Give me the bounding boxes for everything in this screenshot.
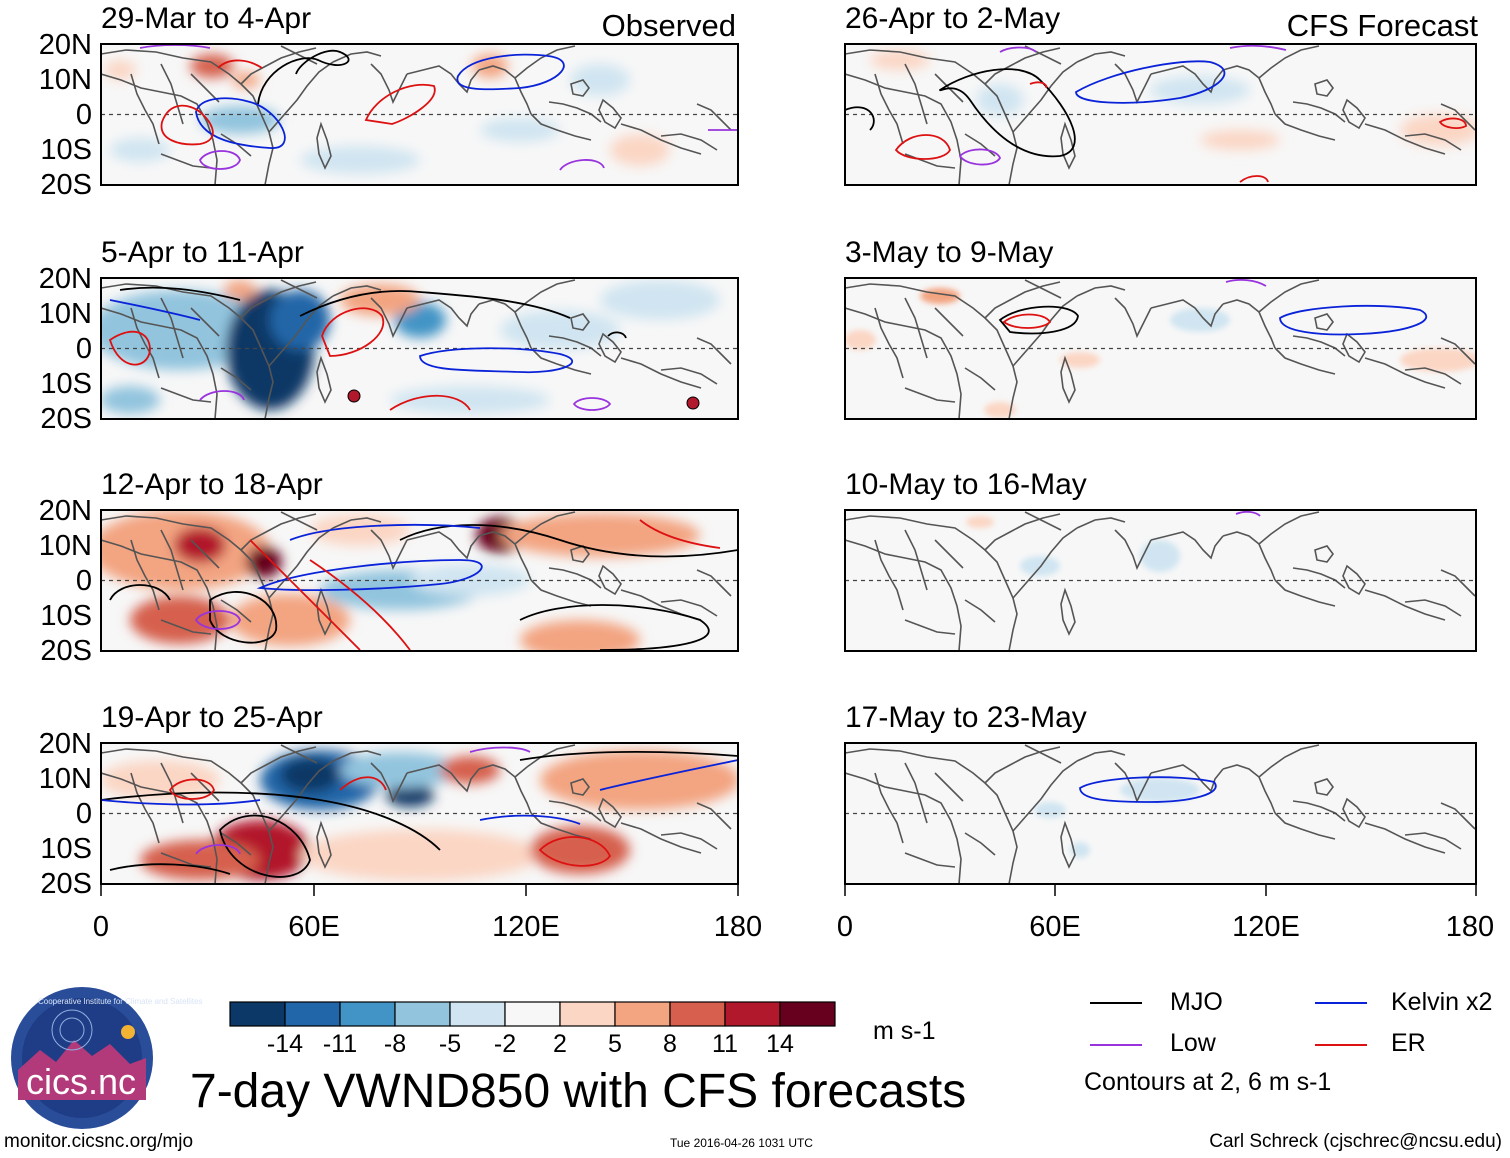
- colorbar-tick-label: -14: [266, 1030, 304, 1058]
- observed-panel-4-title: 19-Apr to 25-Apr: [101, 701, 323, 734]
- lat-label: 10S: [40, 134, 92, 166]
- lat-label: 20N: [38, 728, 92, 760]
- colorbar-tick-label: 11: [712, 1030, 738, 1058]
- footer-author: Carl Schreck (cjschrec@ncsu.edu): [1209, 1131, 1502, 1152]
- lat-label: 10N: [38, 64, 92, 96]
- colorbar-tick-label: 14: [766, 1030, 794, 1058]
- colorbar-swatch: [339, 1001, 396, 1027]
- forecast-panel-2-title: 3-May to 9-May: [845, 236, 1054, 269]
- colorbar-swatch: [724, 1001, 781, 1027]
- lat-label: 10S: [40, 600, 92, 632]
- legend-mjo-line: [1090, 1002, 1142, 1004]
- logo-text: cics.nc: [26, 1061, 137, 1102]
- observed-map-2: [100, 277, 739, 420]
- main-title: 7-day VWND850 with CFS forecasts: [190, 1065, 967, 1118]
- lat-label: 20N: [38, 29, 92, 61]
- observed-map-3: [100, 509, 739, 652]
- colorbar-tick-label: -2: [493, 1030, 517, 1058]
- colorbar-swatch: [559, 1001, 616, 1027]
- lat-label: 10N: [38, 763, 92, 795]
- lat-label: 20N: [38, 263, 92, 295]
- footer-url[interactable]: monitor.cicsnc.org/mjo: [4, 1131, 194, 1152]
- lat-label: 0: [75, 565, 92, 597]
- colorbar-swatch: [284, 1001, 341, 1027]
- legend-er-line: [1315, 1044, 1367, 1046]
- colorbar-swatch: [779, 1001, 836, 1027]
- colorbar-swatch: [614, 1001, 671, 1027]
- colorbar: [229, 1001, 836, 1027]
- forecast-map-1: [844, 43, 1477, 186]
- observed-column-label: Observed: [601, 8, 736, 43]
- lat-label: 0: [75, 798, 92, 830]
- lon-label-right-180: 180: [1445, 911, 1495, 943]
- legend-kelvin-label: Kelvin x2: [1391, 988, 1493, 1016]
- lon-label-left-120e: 120E: [492, 911, 560, 943]
- colorbar-swatch: [449, 1001, 506, 1027]
- lat-label: 20S: [40, 635, 92, 667]
- legend-kelvin-line: [1315, 1002, 1367, 1004]
- lon-label-left-0: 0: [92, 911, 110, 943]
- colorbar-tick-label: -8: [383, 1030, 407, 1058]
- observed-map-1: [100, 43, 739, 186]
- colorbar-tick-label: 8: [663, 1030, 677, 1058]
- colorbar-tick-label: 5: [608, 1030, 622, 1058]
- lat-label: 0: [75, 333, 92, 365]
- lon-label-left-180: 180: [713, 911, 763, 943]
- lat-label: 20N: [38, 495, 92, 527]
- observed-panel-1-title: 29-Mar to 4-Apr: [101, 2, 312, 35]
- lon-label-right-0: 0: [836, 911, 854, 943]
- colorbar-swatch: [669, 1001, 726, 1027]
- colorbar-swatch: [394, 1001, 451, 1027]
- lon-label-left-60e: 60E: [288, 911, 340, 943]
- colorbar-tick-label: -11: [322, 1030, 358, 1058]
- colorbar-tick-label: -5: [438, 1030, 462, 1058]
- lon-label-right-120e: 120E: [1232, 911, 1300, 943]
- legend-er-label: ER: [1391, 1029, 1426, 1057]
- footer-timestamp: Tue 2016-04-26 1031 UTC: [670, 1136, 813, 1150]
- logo-ring-text: Cooperative Institute for Climate and Sa…: [38, 997, 203, 1006]
- observed-map-4: [100, 742, 739, 885]
- colorbar-swatch: [504, 1001, 561, 1027]
- forecast-map-4: [844, 742, 1477, 885]
- colorbar-tick-label: 2: [553, 1030, 567, 1058]
- forecast-map-3: [844, 509, 1477, 652]
- observed-panel-3-title: 12-Apr to 18-Apr: [101, 468, 323, 501]
- lat-label: 20S: [40, 868, 92, 900]
- cics-logo: [11, 987, 153, 1129]
- legend-low-line: [1090, 1044, 1142, 1046]
- colorbar-unit: m s-1: [873, 1017, 936, 1045]
- forecast-column-label: CFS Forecast: [1286, 8, 1478, 43]
- lat-label: 20S: [40, 403, 92, 435]
- forecast-panel-4-title: 17-May to 23-May: [845, 701, 1087, 734]
- forecast-panel-1-title: 26-Apr to 2-May: [845, 2, 1061, 35]
- legend-low-label: Low: [1170, 1029, 1216, 1057]
- lon-label-right-60e: 60E: [1029, 911, 1081, 943]
- lat-label: 10N: [38, 298, 92, 330]
- observed-panel-2-title: 5-Apr to 11-Apr: [101, 236, 304, 269]
- axis-ticks: [100, 884, 1477, 896]
- legend-mjo-label: MJO: [1170, 988, 1223, 1016]
- lat-label: 10N: [38, 530, 92, 562]
- lat-label: 10S: [40, 368, 92, 400]
- lat-label: 20S: [40, 169, 92, 201]
- forecast-map-2: [844, 277, 1477, 420]
- lat-label: 0: [75, 99, 92, 131]
- colorbar-swatch: [229, 1001, 286, 1027]
- forecast-panel-3-title: 10-May to 16-May: [845, 468, 1087, 501]
- legend-contour-note: Contours at 2, 6 m s-1: [1084, 1068, 1332, 1096]
- lat-label: 10S: [40, 833, 92, 865]
